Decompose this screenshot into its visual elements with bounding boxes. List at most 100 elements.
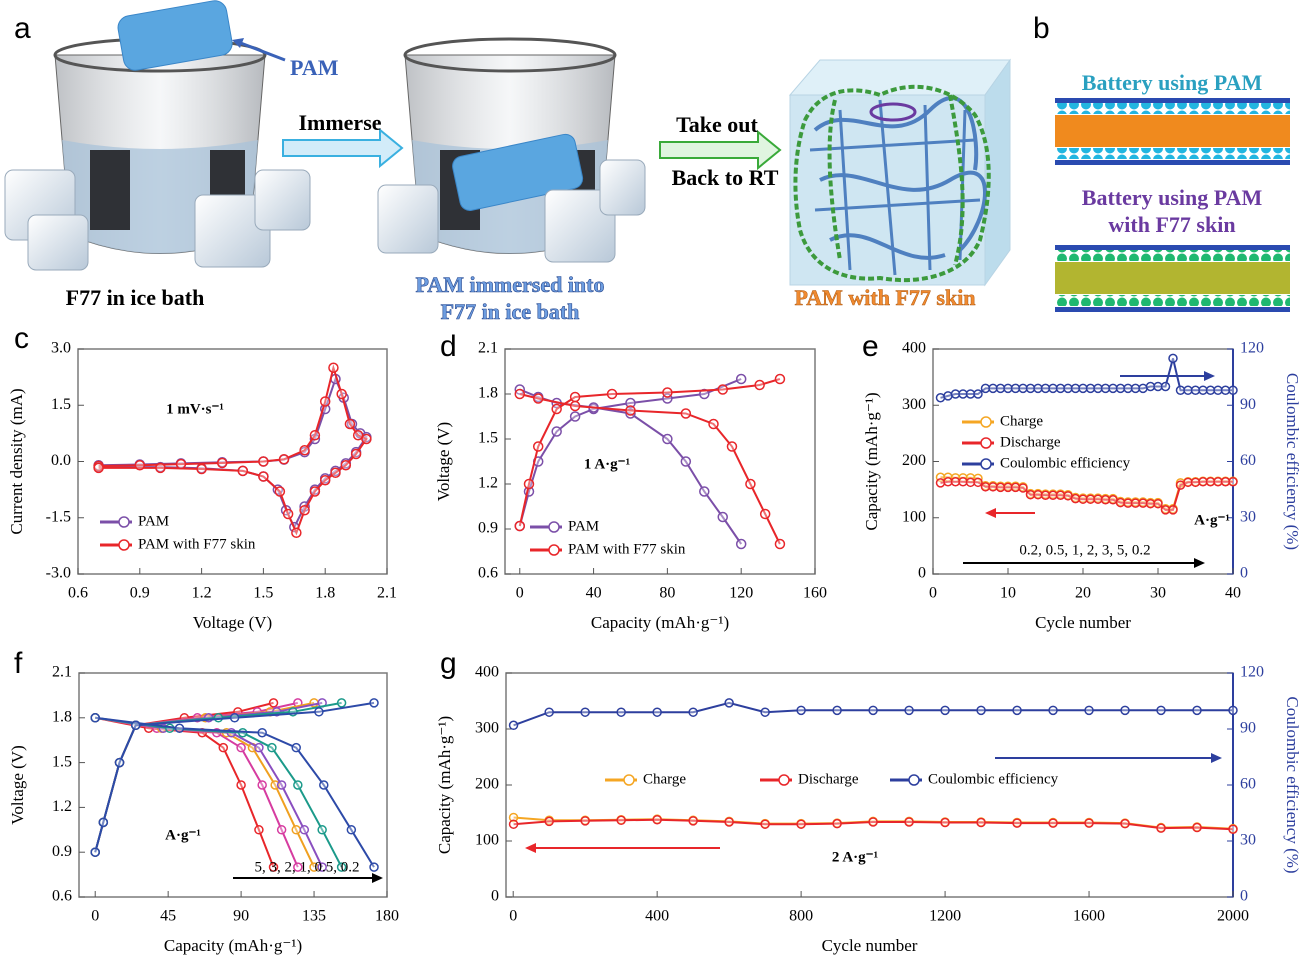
step-label: Back to RT	[672, 165, 779, 190]
y-tick-label: 1.5	[52, 753, 72, 770]
x-tick-label: 0.6	[68, 585, 88, 602]
x-tick-label: 2.1	[377, 585, 397, 602]
cube-top	[788, 59, 1011, 96]
data-point	[774, 373, 786, 385]
y-tick-label: -1.5	[46, 508, 71, 525]
data-point	[196, 463, 207, 475]
x-tick-label: 160	[803, 585, 827, 602]
series-line	[98, 364, 368, 536]
data-point	[236, 742, 246, 753]
x-tick-label: 800	[789, 908, 813, 925]
data-point	[625, 397, 636, 409]
data-point	[336, 862, 347, 872]
data-point	[299, 505, 310, 516]
x-axis-label: Capacity (mAh·g⁻¹)	[591, 613, 729, 632]
data-point	[90, 713, 100, 723]
annotation: 1 A·g⁻¹	[584, 456, 630, 472]
data-point	[625, 405, 636, 416]
legend-label: Coulombic efficiency	[928, 771, 1059, 787]
data-point	[1120, 818, 1130, 829]
y-tick-label: 0	[491, 888, 499, 905]
y-tick-label: 0.9	[478, 520, 498, 537]
x-tick-label: 10	[1000, 585, 1016, 602]
y2-tick-label: 0	[1240, 565, 1248, 582]
y-tick-label: 1.8	[52, 708, 72, 725]
data-point	[317, 825, 327, 835]
pointer-arrow-head	[232, 38, 244, 48]
annotation: 0.2, 0.5, 1, 2, 3, 5, 0.2	[1019, 542, 1150, 558]
electrode-particles	[1055, 295, 1290, 306]
data-point	[759, 508, 771, 520]
process-arrow	[282, 127, 404, 169]
legend-label: Discharge	[1000, 434, 1061, 450]
x-tick-label: 0.9	[130, 585, 150, 602]
data-point	[868, 705, 878, 716]
data-point	[299, 445, 310, 456]
data-point	[257, 780, 267, 790]
y-tick-label: 400	[902, 340, 926, 357]
annotation: 5, 3, 2, 1, 0.5, 0.2	[255, 859, 360, 875]
y-tick-label: 3.0	[51, 340, 71, 357]
data-point	[796, 705, 806, 716]
data-point	[350, 448, 362, 460]
series-line	[94, 701, 375, 868]
data-point	[237, 465, 249, 477]
y-tick-label: 400	[475, 664, 499, 681]
pam-label: PAM	[290, 55, 339, 80]
legend-marker	[980, 437, 992, 449]
electrolyte-layer	[1055, 115, 1290, 147]
x-tick-label: 40	[1225, 585, 1241, 602]
arrow-head	[985, 508, 996, 518]
data-point	[352, 430, 364, 441]
data-point	[276, 825, 287, 835]
data-point	[699, 486, 710, 497]
ice-cube	[377, 184, 439, 254]
data-point	[93, 462, 104, 474]
data-point	[1160, 381, 1171, 392]
data-point	[724, 817, 734, 827]
ice-cube	[27, 214, 89, 271]
data-point	[688, 707, 698, 717]
x-tick-label: 120	[729, 585, 753, 602]
x-tick-label: 1200	[929, 908, 961, 925]
plot-frame	[78, 672, 388, 898]
data-point	[257, 727, 267, 738]
data-point	[544, 707, 554, 717]
x-tick-label: 20	[1075, 585, 1091, 602]
arrow-head	[1211, 753, 1222, 763]
data-point	[254, 825, 264, 835]
legend-marker	[548, 521, 560, 533]
data-point	[268, 698, 279, 708]
legend-label: Discharge	[798, 771, 859, 787]
x-axis-label: Capacity (mAh·g⁻¹)	[164, 936, 302, 955]
data-point	[943, 391, 953, 401]
x-tick-label: 80	[659, 585, 675, 602]
y-tick-label: 2.1	[52, 664, 72, 681]
data-point	[1084, 705, 1094, 716]
battery-title: Battery using PAM	[1082, 185, 1263, 210]
y2-axis-label: Coulombic efficiency (%)	[1283, 373, 1302, 550]
x-tick-label: 0	[509, 908, 517, 925]
data-point	[1120, 705, 1130, 716]
data-point	[282, 508, 294, 520]
data-point	[340, 460, 352, 471]
x-tick-label: 0	[929, 585, 937, 602]
data-point	[229, 713, 240, 723]
data-point	[935, 393, 946, 403]
y2-tick-label: 90	[1240, 396, 1256, 413]
data-point	[134, 460, 146, 471]
caption: F77 in ice bath	[66, 285, 205, 310]
data-point	[1138, 383, 1148, 394]
legend-marker	[908, 774, 920, 786]
data-point	[754, 379, 765, 391]
x-tick-label: 0	[516, 585, 524, 602]
data-point	[652, 814, 662, 825]
x-tick-label: 45	[160, 908, 176, 925]
x-tick-label: 1.2	[192, 585, 212, 602]
panel-letter: b	[1033, 12, 1050, 45]
process-arrow	[659, 129, 782, 171]
data-point	[90, 847, 100, 857]
data-point	[291, 527, 302, 538]
data-point	[276, 780, 287, 790]
panel-letter: c	[14, 322, 29, 355]
